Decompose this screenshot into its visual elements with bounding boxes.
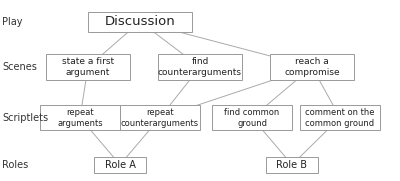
FancyBboxPatch shape [266,157,318,173]
Text: Play: Play [2,17,22,27]
FancyBboxPatch shape [300,105,380,130]
FancyBboxPatch shape [40,105,120,130]
FancyBboxPatch shape [120,105,200,130]
Text: reach a
compromise: reach a compromise [284,57,340,77]
Text: Role B: Role B [276,160,308,170]
Text: Discussion: Discussion [105,15,175,28]
FancyBboxPatch shape [158,54,242,80]
Text: Role A: Role A [104,160,136,170]
FancyBboxPatch shape [270,54,354,80]
FancyBboxPatch shape [94,157,146,173]
Text: repeat
counterarguments: repeat counterarguments [121,108,199,128]
Text: find
counterarguments: find counterarguments [158,57,242,77]
Text: Scriptlets: Scriptlets [2,113,48,123]
Text: state a first
argument: state a first argument [62,57,114,77]
Text: Scenes: Scenes [2,62,37,72]
FancyBboxPatch shape [212,105,292,130]
FancyBboxPatch shape [46,54,130,80]
FancyBboxPatch shape [88,12,192,32]
Text: comment on the
common ground: comment on the common ground [305,108,375,128]
Text: Roles: Roles [2,160,28,170]
Text: repeat
arguments: repeat arguments [57,108,103,128]
Text: find common
ground: find common ground [224,108,280,128]
